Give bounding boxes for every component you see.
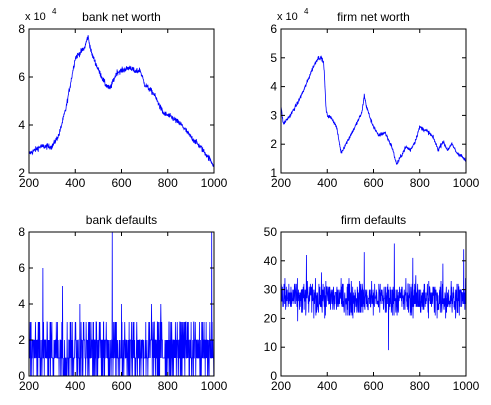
series-line: [29, 231, 215, 377]
plot-area: [29, 29, 214, 173]
y-tick-label: 2: [270, 137, 277, 151]
plot-area: [281, 29, 466, 173]
x-tick-label: 400: [317, 379, 337, 393]
x-tick-label: 800: [158, 176, 178, 190]
x-tick-label: 800: [410, 379, 430, 393]
subplot-4: 200 400 600 800 1000 0 10 20 30 40 50 firm defaults: [264, 213, 480, 393]
chart-title: bank defaults: [86, 213, 157, 227]
axis-multiplier-exponent: 4: [52, 7, 57, 16]
series-line: [28, 35, 215, 167]
y-tick-label: 0: [270, 369, 277, 383]
y-tick-label: 6: [18, 70, 25, 84]
subplot-1: 200 400 600 800 1000 2 4 6 8 bank net worth x 10 4: [18, 7, 227, 190]
x-tick-label: 600: [363, 176, 383, 190]
subplot-2: 200 400 600 800 1000 1 2 3 4 5 6 firm net worth x 10…: [270, 7, 479, 190]
y-tick-label: 10: [264, 340, 278, 354]
chart-title: firm net worth: [337, 10, 410, 24]
y-tick-label: 1: [270, 166, 277, 180]
series-line: [280, 243, 467, 351]
y-tick-label: 5: [270, 51, 277, 65]
x-tick-label: 600: [111, 176, 131, 190]
series-line: [280, 55, 467, 165]
x-tick-label: 200: [19, 379, 39, 393]
axis-multiplier: x 10: [277, 11, 298, 23]
x-tick-label: 200: [271, 379, 291, 393]
y-tick-label: 20: [264, 311, 278, 325]
x-tick-label: 400: [65, 176, 85, 190]
x-tick-label: 800: [410, 176, 430, 190]
y-tick-label: 6: [270, 22, 277, 36]
y-tick-label: 30: [264, 283, 278, 297]
chart-title: firm defaults: [341, 213, 406, 227]
x-tick-label: 800: [158, 379, 178, 393]
y-tick-label: 4: [18, 297, 25, 311]
y-tick-label: 2: [18, 333, 25, 347]
y-tick-label: 50: [264, 225, 278, 239]
axis-multiplier: x 10: [25, 11, 46, 23]
y-tick-label: 4: [18, 118, 25, 132]
y-tick-label: 2: [18, 166, 25, 180]
y-tick-label: 3: [270, 108, 277, 122]
y-tick-label: 40: [264, 254, 278, 268]
subplot-3: 200 400 600 800 1000 0 2 4 6 8 bank defaults: [18, 213, 227, 393]
y-tick-label: 0: [18, 369, 25, 383]
x-tick-label: 200: [19, 176, 39, 190]
y-tick-label: 8: [18, 225, 25, 239]
y-tick-label: 8: [18, 22, 25, 36]
y-tick-label: 6: [18, 261, 25, 275]
x-tick-label: 1000: [453, 379, 480, 393]
x-tick-label: 600: [111, 379, 131, 393]
x-tick-label: 1000: [201, 176, 228, 190]
axis-multiplier-exponent: 4: [304, 7, 309, 16]
x-tick-label: 1000: [201, 379, 228, 393]
chart-title: bank net worth: [82, 10, 161, 24]
x-tick-label: 200: [271, 176, 291, 190]
x-tick-label: 1000: [453, 176, 480, 190]
x-tick-label: 600: [363, 379, 383, 393]
x-tick-label: 400: [65, 379, 85, 393]
y-tick-label: 4: [270, 80, 277, 94]
x-tick-label: 400: [317, 176, 337, 190]
